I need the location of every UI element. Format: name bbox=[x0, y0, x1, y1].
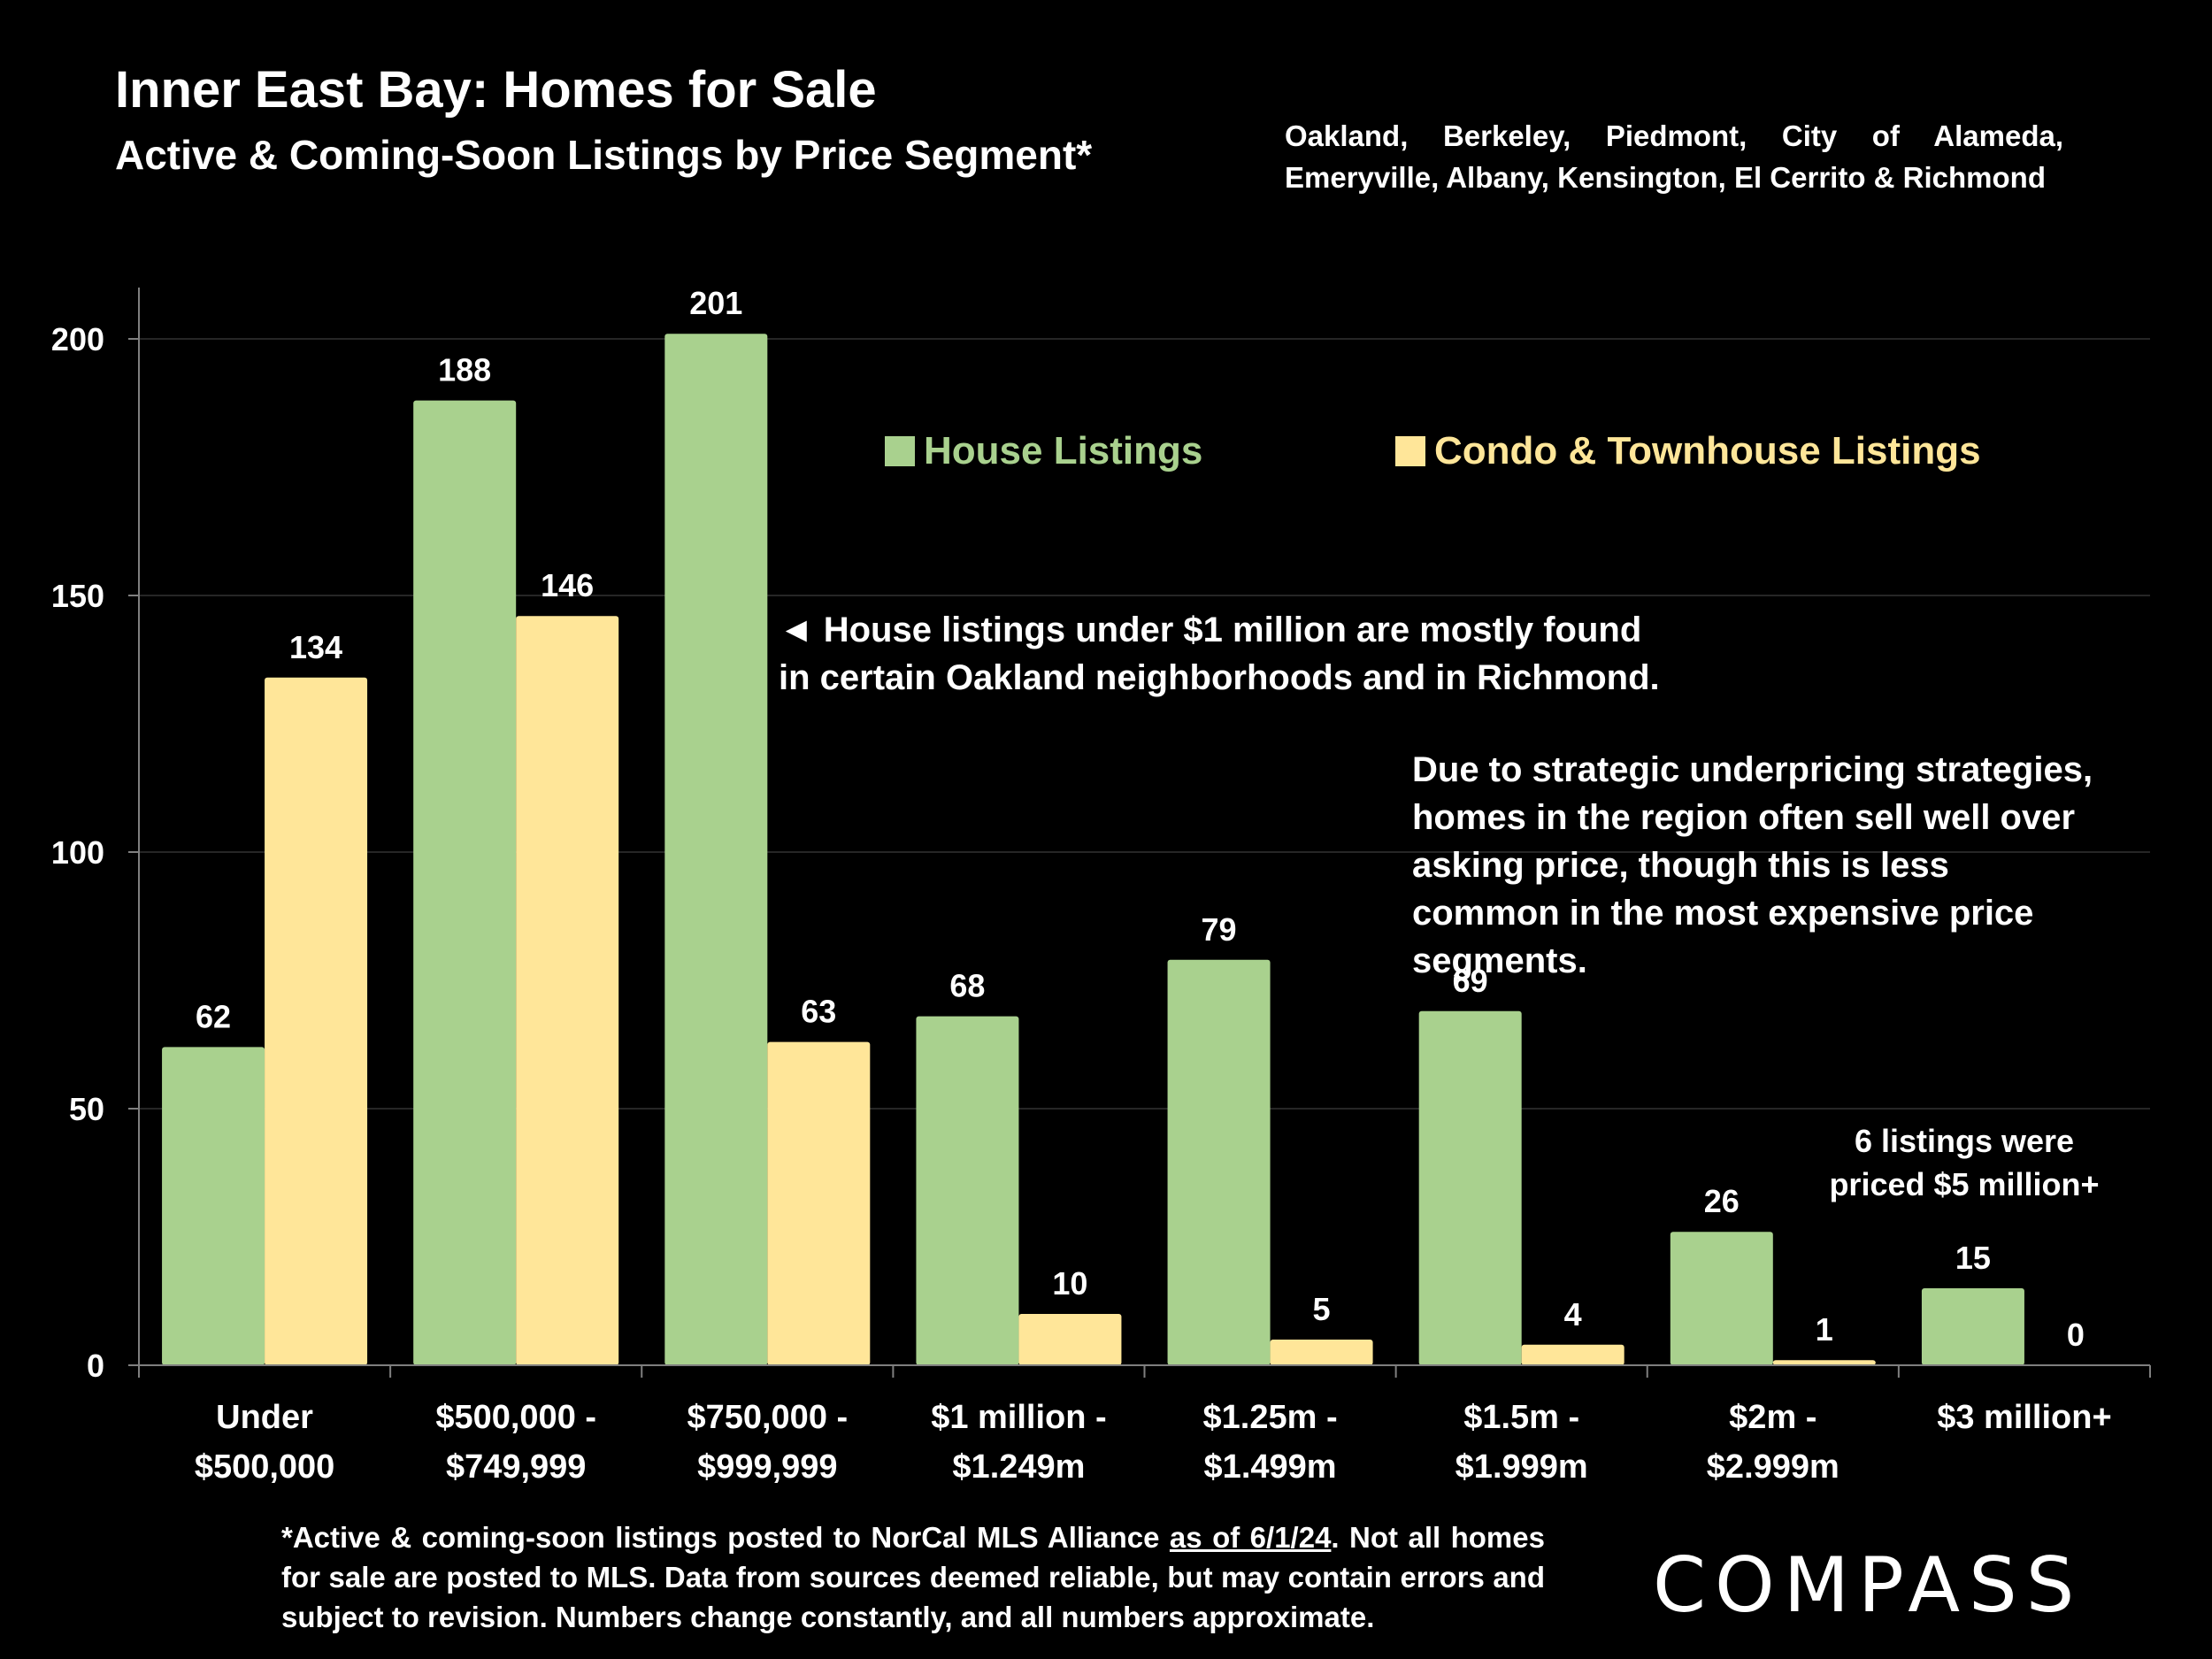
footnote: *Active & coming-soon listings posted to… bbox=[281, 1517, 1545, 1637]
house-bar bbox=[1418, 1010, 1522, 1365]
house-data-label: 15 bbox=[1955, 1240, 1991, 1276]
x-tick-label: $500,000 - bbox=[435, 1399, 596, 1436]
house-data-label: 26 bbox=[1704, 1183, 1740, 1219]
cities-line-1: Oakland, Berkeley, Piedmont, City of Ala… bbox=[1285, 119, 2063, 152]
annotation-5m-plus-line-2: priced $5 million+ bbox=[1829, 1166, 2100, 1202]
legend-condo: Condo & Townhouse Listings bbox=[1395, 429, 1981, 473]
house-data-label: 201 bbox=[689, 285, 742, 321]
axes bbox=[138, 288, 2151, 1378]
x-tick-label: $3 million+ bbox=[1937, 1399, 2111, 1436]
x-tick-label: $999,999 bbox=[697, 1448, 838, 1486]
x-tick-label: $749,999 bbox=[446, 1448, 587, 1486]
x-tick-label: $500,000 bbox=[195, 1448, 335, 1486]
x-tick-label: $1.499m bbox=[1204, 1448, 1337, 1486]
house-data-label: 68 bbox=[949, 968, 985, 1004]
house-data-label: 62 bbox=[196, 998, 231, 1034]
condo-data-label: 4 bbox=[1564, 1296, 1582, 1333]
y-tick-label: 50 bbox=[69, 1091, 104, 1127]
house-data-label: 69 bbox=[1453, 963, 1488, 999]
cities-line-2: Emeryville, Albany, Kensington, El Cerri… bbox=[1285, 161, 2046, 194]
annotation-under-1m-line-1: ◄ House listings under $1 million are mo… bbox=[779, 611, 1642, 649]
condo-data-label: 146 bbox=[541, 567, 594, 603]
x-tick-label: $1.25m - bbox=[1203, 1399, 1338, 1436]
footnote-part-2: . Not all homes for sale are posted to M… bbox=[281, 1521, 1545, 1633]
x-tick-label: $750,000 - bbox=[687, 1399, 848, 1436]
x-tick-label: $2.999m bbox=[1707, 1448, 1839, 1486]
x-tick-label: Under bbox=[216, 1399, 313, 1436]
annotation-under-1m-line-2: in certain Oakland neighborhoods and in … bbox=[779, 658, 1660, 697]
house-bar bbox=[916, 1016, 1019, 1365]
annotation-underpricing: Due to strategic underpricing strategies… bbox=[1412, 750, 2093, 980]
condo-bar bbox=[516, 616, 619, 1365]
condo-data-label: 10 bbox=[1052, 1265, 1087, 1302]
x-tick-label: $1.5m - bbox=[1463, 1399, 1579, 1436]
footnote-date: as of 6/1/24 bbox=[1169, 1521, 1332, 1554]
house-bar bbox=[664, 334, 768, 1366]
house-bar bbox=[1167, 959, 1271, 1365]
chart-title: Inner East Bay: Homes for Sale bbox=[115, 61, 877, 119]
house-bar bbox=[162, 1047, 265, 1365]
y-axis-ticks: 0 50 100 150 200 bbox=[51, 321, 139, 1384]
x-tick-label: $2m - bbox=[1729, 1399, 1816, 1436]
compass-logo: COMPASS bbox=[1653, 1541, 2084, 1630]
legend-house-label: House Listings bbox=[924, 429, 1203, 472]
legend-house: House Listings bbox=[885, 429, 1202, 473]
annotation-5m-plus: 6 listings were priced $5 million+ bbox=[1823, 1119, 2106, 1206]
x-tick-label: $1 million - bbox=[931, 1399, 1106, 1436]
condo-bar bbox=[1772, 1360, 1876, 1365]
y-tick-label: 200 bbox=[51, 321, 104, 357]
house-bar bbox=[1921, 1288, 2024, 1365]
condo-bar bbox=[767, 1041, 871, 1365]
condo-data-label: 0 bbox=[2067, 1317, 2085, 1353]
condo-data-label: 1 bbox=[1816, 1311, 1833, 1348]
chart-subtitle: Active & Coming-Soon Listings by Price S… bbox=[115, 132, 1093, 178]
x-tick-label: $1.249m bbox=[952, 1448, 1085, 1486]
house-bar bbox=[1670, 1232, 1773, 1365]
condo-data-label: 134 bbox=[289, 629, 342, 665]
x-tick-label: $1.999m bbox=[1455, 1448, 1588, 1486]
annotation-5m-plus-line-1: 6 listings were bbox=[1854, 1123, 2075, 1159]
footnote-part-1: *Active & coming-soon listings posted to… bbox=[281, 1521, 1170, 1554]
house-bar bbox=[413, 400, 517, 1366]
y-tick-label: 0 bbox=[87, 1348, 104, 1384]
condo-data-label: 63 bbox=[801, 994, 836, 1030]
condo-bar bbox=[1270, 1340, 1373, 1365]
house-data-label: 188 bbox=[438, 352, 491, 388]
annotation-under-1m: ◄ House listings under $1 million are mo… bbox=[779, 606, 1660, 702]
y-tick-label: 100 bbox=[51, 834, 104, 871]
legend-condo-label: Condo & Townhouse Listings bbox=[1434, 429, 1981, 472]
bars bbox=[162, 334, 2024, 1366]
cities-list: Oakland, Berkeley, Piedmont, City of Ala… bbox=[1285, 115, 2063, 198]
y-tick-label: 150 bbox=[51, 578, 104, 614]
condo-bar bbox=[265, 677, 368, 1365]
x-axis-labels: Under $500,000 $500,000 - $749,999 $750,000 … bbox=[195, 1399, 2112, 1486]
data-labels: 62 134 188 146 201 63 68 10 79 5 69 4 26 1 15 0 bbox=[196, 285, 2085, 1353]
legend-house-swatch bbox=[885, 436, 915, 466]
house-data-label: 79 bbox=[1202, 911, 1237, 948]
condo-data-label: 5 bbox=[1313, 1291, 1331, 1327]
condo-bar bbox=[1018, 1314, 1122, 1365]
legend-condo-swatch bbox=[1395, 436, 1425, 466]
condo-bar bbox=[1521, 1344, 1624, 1365]
